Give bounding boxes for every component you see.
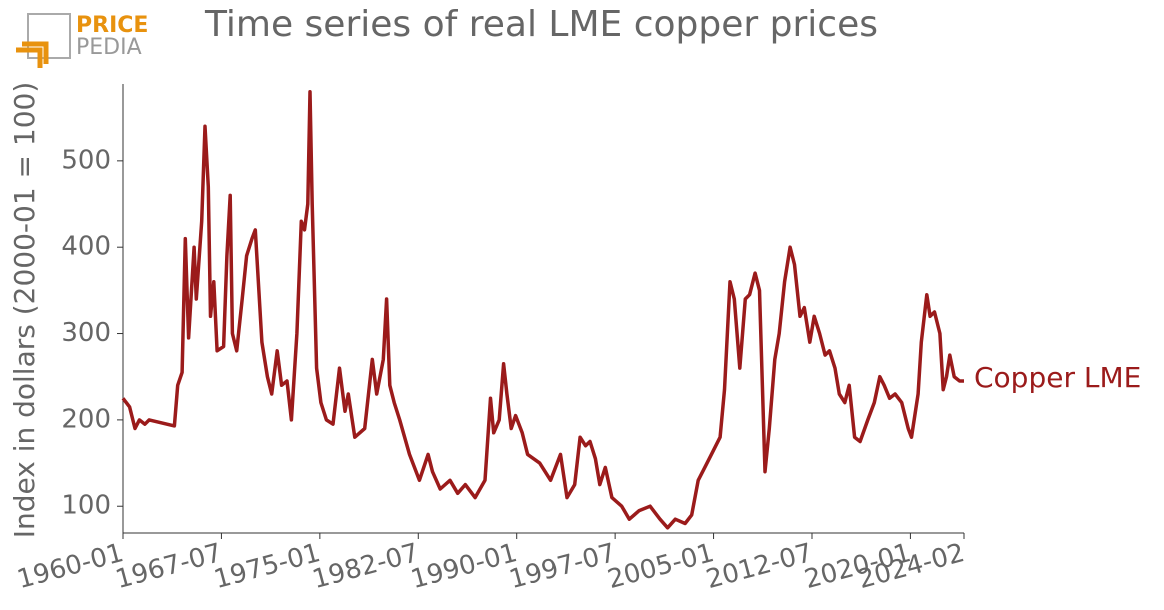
x-tick-label: 1982-07 <box>309 538 422 595</box>
series-label: Copper LME <box>974 361 1141 394</box>
y-axis-label: Index in dollars (2000-01 = 100) <box>8 82 41 539</box>
y-tick-label: 400 <box>61 232 111 262</box>
series-line <box>121 90 964 530</box>
y-tick-label: 500 <box>61 145 111 175</box>
chart-title: Time series of real LME copper prices <box>204 4 878 45</box>
x-tick-label: 1960-01 <box>14 538 127 595</box>
x-tick-label: 1967-07 <box>112 538 225 595</box>
x-tick-label: 2012-07 <box>703 538 816 595</box>
logo: PRICE PEDIA <box>16 13 148 68</box>
logo-frame <box>27 13 71 59</box>
x-tick-label: 2005-01 <box>605 538 718 595</box>
x-tick-label: 1997-07 <box>506 538 619 595</box>
logo-mark <box>16 41 49 68</box>
x-tick-label: 1975-01 <box>211 538 324 595</box>
y-tick-label: 300 <box>61 318 111 348</box>
x-tick-label: 1990-01 <box>408 538 521 595</box>
y-tick-label: 200 <box>61 404 111 434</box>
logo-bottom: PEDIA <box>76 35 142 60</box>
logo-top: PRICE <box>76 13 148 38</box>
y-tick-label: 100 <box>61 491 111 521</box>
